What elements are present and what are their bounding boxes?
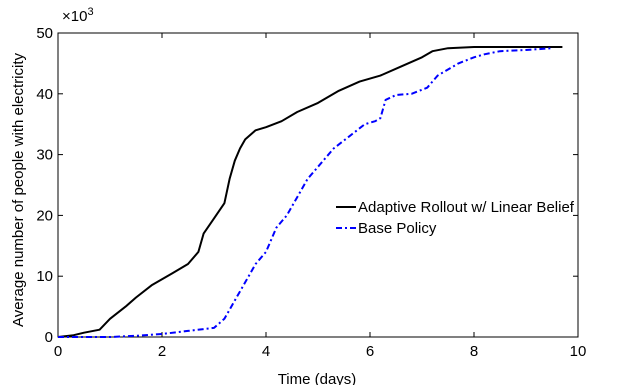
y-axis-ticks: 0 10 20 30 40 50 — [36, 25, 578, 346]
x-tick-label: 8 — [470, 343, 478, 360]
x-tick-label: 0 — [54, 343, 62, 360]
legend-label: Base Policy — [358, 220, 437, 237]
y-tick-label: 20 — [36, 207, 53, 224]
plot-area — [57, 32, 579, 338]
plot-frame — [57, 32, 579, 338]
y-tick-label: 10 — [36, 268, 53, 285]
x-tick-label: 6 — [366, 343, 374, 360]
x-axis-ticks: 0 2 4 6 8 10 — [54, 33, 587, 360]
x-axis-label: Time (days) — [278, 371, 357, 385]
y-axis-label: Average number of people with electricit… — [10, 52, 27, 327]
x-tick-label: 2 — [158, 343, 166, 360]
y-tick-label: 0 — [45, 329, 53, 346]
legend-label: Adaptive Rollout w/ Linear Belief — [358, 199, 575, 216]
y-tick-label: 30 — [36, 147, 53, 164]
series-layer — [57, 46, 563, 338]
legend: Adaptive Rollout w/ Linear Belief Base Po… — [336, 199, 575, 237]
series-line-base-policy — [58, 47, 553, 338]
y-tick-label: 40 — [36, 86, 53, 103]
x-tick-label: 10 — [570, 343, 587, 360]
y-exponent-label: ×103 — [62, 6, 94, 25]
y-tick-label: 50 — [36, 25, 53, 42]
series-line-adaptive-rollout — [57, 46, 563, 338]
x-tick-label: 4 — [262, 343, 270, 360]
